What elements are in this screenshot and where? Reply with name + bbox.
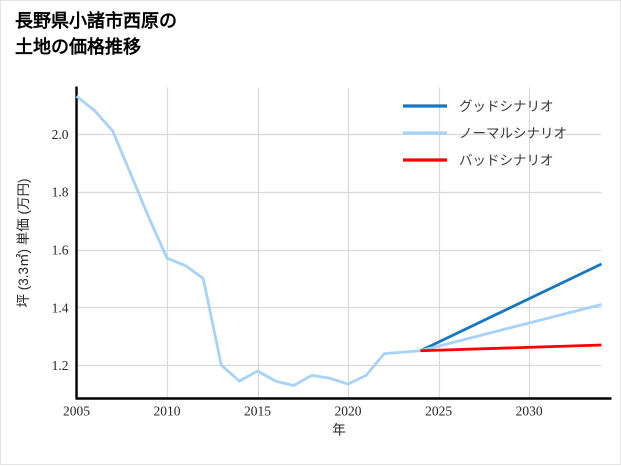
y-tick-label: 1.6	[52, 243, 69, 258]
series-line-2	[75, 95, 602, 387]
legend-label-1: グッドシナリオ	[459, 99, 554, 114]
legend-label-2: ノーマルシナリオ	[459, 126, 567, 141]
x-tick-label: 2015	[244, 404, 271, 419]
x-tick-label: 2010	[154, 404, 181, 419]
x-tick-label: 2020	[335, 404, 362, 419]
y-tick-label: 1.4	[52, 300, 69, 315]
y-axis-tick-labels: 1.2 1.4 1.6 1.8 2.0	[52, 127, 69, 373]
y-tick-label: 1.2	[52, 358, 69, 373]
x-tick-label: 2005	[63, 404, 90, 419]
axis-spines	[75, 86, 612, 400]
y-tick-label: 1.8	[52, 185, 69, 200]
x-tick-label: 2030	[516, 404, 543, 419]
axis-titles: 年 坪 (3.3㎡) 単価 (万円)	[16, 178, 346, 437]
x-tick-label: 2025	[425, 404, 452, 419]
x-axis-tick-labels: 2005 2010 2015 2020 2025 2030	[63, 404, 543, 419]
legend-label-3: バッドシナリオ	[459, 153, 554, 168]
y-axis-title: 坪 (3.3㎡) 単価 (万円)	[16, 178, 31, 307]
x-axis-title: 年	[332, 423, 346, 438]
series-line-3	[420, 343, 602, 353]
series-line-1	[419, 262, 603, 353]
chart-title: 長野県小諸市西原の 土地の価格推移	[15, 11, 177, 57]
y-tick-label: 2.0	[52, 127, 69, 142]
data-series-lines	[75, 95, 603, 387]
